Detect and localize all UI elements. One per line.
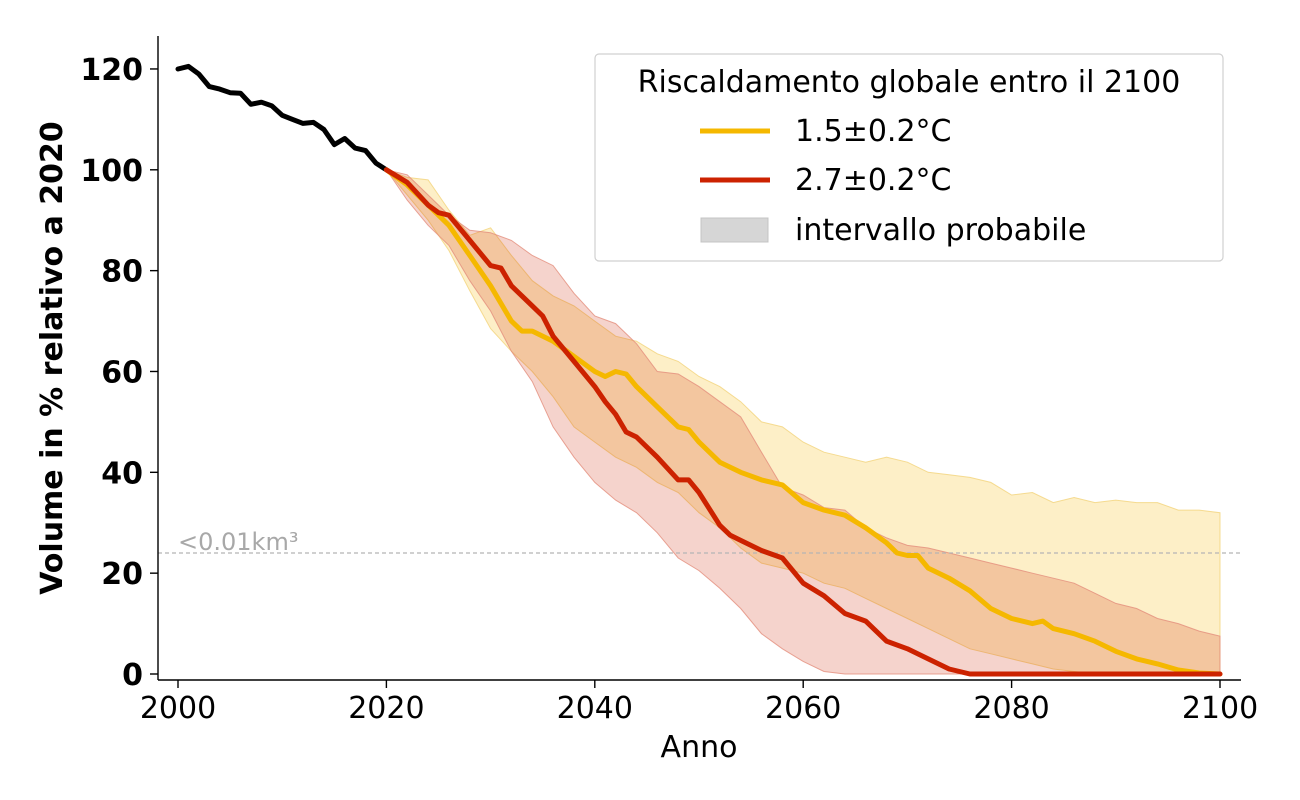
y-tick-label-40: 40: [101, 456, 143, 491]
x-axis-title: Anno: [661, 730, 738, 765]
y-tick-label-80: 80: [101, 255, 143, 290]
y-tick-label-0: 0: [122, 658, 143, 693]
legend-swatch-range: [700, 217, 769, 243]
legend-label-range: intervallo probabile: [795, 213, 1086, 248]
x-tick-label-2080: 2080: [973, 691, 1049, 726]
series-line-ssp27: [383, 167, 1223, 677]
legend-label-ssp27: 2.7±0.2°C: [795, 163, 952, 198]
x-tick-label-2020: 2020: [348, 691, 424, 726]
y-tick-label-60: 60: [101, 355, 143, 390]
x-axis-ticks: 2000 2020 2040 2060 2080 2100: [140, 680, 1258, 726]
x-tick-label-2100: 2100: [1182, 691, 1258, 726]
x-tick-label-2040: 2040: [557, 691, 633, 726]
legend-label-ssp15: 1.5±0.2°C: [795, 114, 952, 149]
y-axis-ticks: 0 20 40 60 80 100 120: [80, 53, 158, 693]
legend: Riscaldamento globale entro il 2100 1.5±…: [594, 53, 1224, 262]
series-line-observed: [175, 63, 389, 173]
series-lines: [175, 63, 1223, 677]
range-band-ssp27: [385, 169, 1221, 675]
range-bands: [384, 168, 1221, 675]
range-band-ssp15: [384, 168, 1221, 675]
y-tick-label-20: 20: [101, 557, 143, 592]
legend-title: Riscaldamento globale entro il 2100: [638, 65, 1181, 100]
y-axis-title: Volume in % relativo a 2020: [35, 121, 70, 595]
series-line-ssp15: [383, 167, 1223, 677]
y-tick-label-120: 120: [80, 53, 143, 88]
x-tick-label-2000: 2000: [140, 691, 216, 726]
threshold-label: <0.01km³: [178, 528, 298, 556]
x-tick-label-2060: 2060: [765, 691, 841, 726]
y-tick-label-100: 100: [80, 154, 143, 189]
legend-frame: [594, 53, 1224, 262]
